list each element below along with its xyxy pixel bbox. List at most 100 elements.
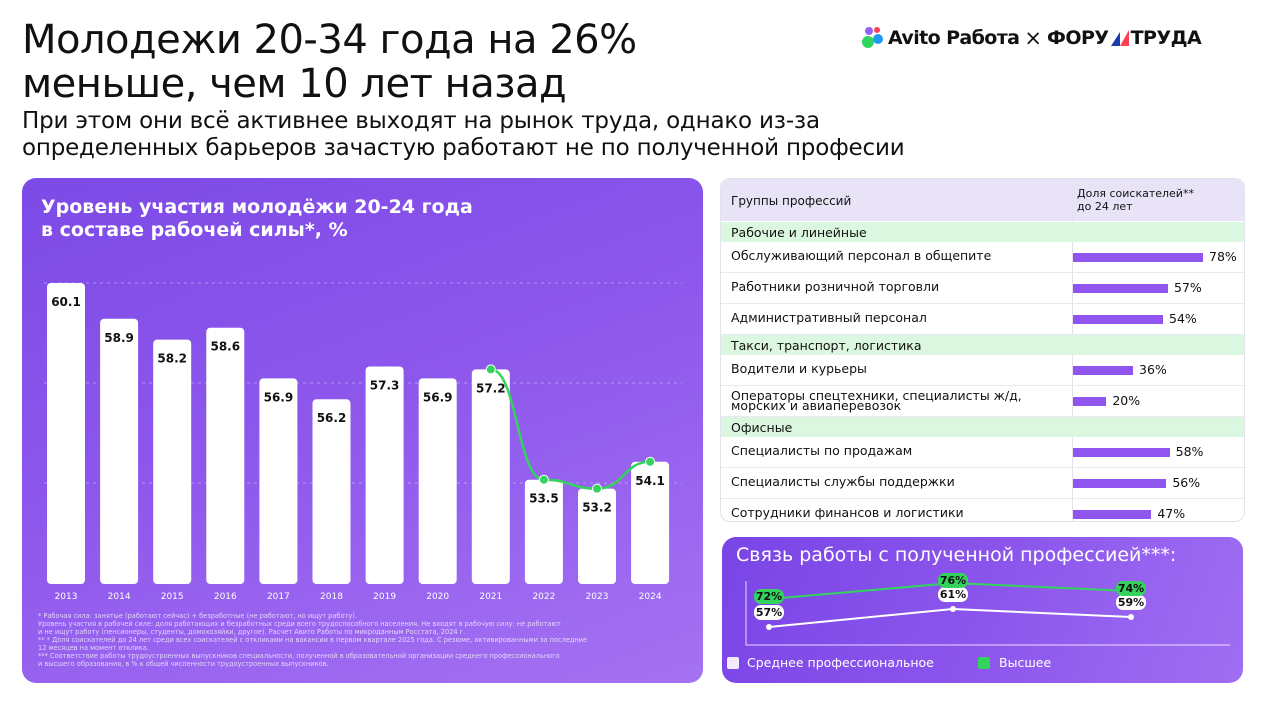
table-row-label: Специалисты по продажам: [731, 443, 913, 458]
professions-table: Группы профессий Доля соискателей** до 2…: [720, 178, 1245, 522]
table-row: Операторы спецтехники, специалисты ж/д, м…: [721, 386, 1244, 417]
bar-value-label: 60.1: [51, 295, 81, 309]
table-group-label: Такси, транспорт, логистика: [731, 338, 922, 353]
profession-match-panel: Связь работы с полученной профессией***:…: [722, 537, 1243, 683]
table-row-label-line: Специалисты по продажам: [731, 443, 913, 458]
table-row-value: 36%: [1139, 362, 1167, 377]
footnote-line: * Рабочая сила: занятые (работают сейчас…: [38, 612, 357, 620]
chart-title-line: Уровень участия молодёжи 20-24 года: [41, 196, 473, 218]
page-subtitle-line: При этом они всё активнее выходят на рын…: [22, 108, 820, 134]
footnote-line: ** * Доля соискателей до 24 лет среди вс…: [38, 636, 588, 644]
column-header-share-line: Доля соискателей**: [1077, 187, 1194, 200]
table-row-label: Водители и курьеры: [731, 361, 867, 376]
page-title-line: меньше, чем 10 лет назад: [22, 61, 567, 107]
footnote-line: 12 месяцев на момент отклика.: [38, 644, 149, 652]
table-group-row: Рабочие и линейные: [721, 222, 1244, 242]
table-row-value: 54%: [1169, 311, 1197, 326]
series-value-label: 74%: [1118, 582, 1144, 595]
profession-match-line-chart: 57% 61% 59% 72% 76% 74%: [745, 573, 1230, 646]
table-row-label-line: Специалисты службы поддержки: [731, 474, 955, 489]
series-value-label: 72%: [756, 590, 782, 603]
table-row: Сотрудники финансов и логистики 47%: [721, 499, 1244, 521]
legend-swatch-higher: [978, 657, 990, 669]
column-header-groups: Группы профессий: [731, 194, 852, 208]
bar-value-label: 58.9: [104, 331, 134, 345]
page-title-line: Молодежи 20-34 года на 26%: [22, 17, 637, 63]
bar-value-label: 54.1: [635, 474, 665, 488]
table-group-row: Офисные: [721, 417, 1244, 437]
table-row-value: 47%: [1157, 506, 1186, 521]
x-tick-label: 2016: [214, 592, 237, 602]
x-tick-label: 2018: [320, 592, 343, 602]
table-row-label-line: Сотрудники финансов и логистики: [731, 505, 964, 520]
series-label-badge: [938, 573, 968, 588]
table-row-label-line: Обслуживающий персонал в общепите: [731, 248, 992, 263]
table-row-label: Обслуживающий персонал в общепите: [731, 248, 992, 263]
chart-title-line: в составе рабочей силы*, %: [41, 219, 348, 241]
series-value-label: 76%: [940, 574, 966, 587]
bar-value-label: 58.2: [157, 352, 187, 366]
x-tick-label: 2019: [373, 592, 396, 602]
footnotes: * Рабочая сила: занятые (работают сейчас…: [38, 612, 688, 668]
table-row: Работники розничной торговли 57%: [721, 273, 1244, 304]
bar-2024: [631, 461, 670, 584]
table-row-label: Работники розничной торговли: [731, 279, 940, 294]
table-group-row: Такси, транспорт, логистика: [721, 335, 1244, 355]
series-label-badge: [754, 605, 784, 620]
bar-value-label: 58.6: [210, 340, 240, 354]
series-label-badge: [938, 587, 968, 602]
avito-dots-icon: [862, 27, 884, 49]
bar-value-label: 53.2: [582, 501, 612, 515]
table-header: Группы профессий Доля соискателей** до 2…: [721, 179, 1244, 221]
forum-flag-icon: [1110, 30, 1129, 46]
series-label-badge: [1116, 581, 1146, 596]
table-row: Административный персонал 54%: [721, 304, 1244, 335]
x-tick-label: 2024: [639, 592, 662, 602]
x-tick-label: 2020: [426, 592, 449, 602]
bar-value-label: 56.9: [423, 390, 453, 404]
trend-point: [645, 456, 656, 467]
series-point: [1128, 614, 1134, 620]
footnote-line: *** Соответствие работы трудоустроенных …: [38, 652, 560, 660]
table-row-label: Специалисты службы поддержки: [731, 474, 955, 489]
table-row-label-line: Водители и курьеры: [731, 361, 867, 376]
partner-name-part-2: ТРУДА: [1130, 27, 1202, 49]
footnote-line: и не ищут работу (пенсионеры, студенты, …: [38, 628, 466, 636]
bar-value-label: 57.2: [476, 381, 506, 395]
brand-name: Avito Работа: [888, 27, 1020, 49]
x-tick-label: 2017: [267, 592, 290, 602]
line-chart-title: Связь работы с полученной профессией***:: [736, 544, 1177, 566]
table-row-label-line: Операторы спецтехники, специалисты ж/д,: [731, 388, 1022, 403]
legend-label-higher: Высшее: [999, 655, 1052, 670]
bar-2021: [471, 369, 510, 584]
series-label-badge: [754, 589, 784, 604]
participation-bar-chart: 60.1 2013 58.9 2014 58.2 2015 58.6 2016 56.9 2017…: [44, 282, 682, 602]
footnote-line: и высшего образования, в % к общей числе…: [38, 660, 329, 668]
bar-2023: [578, 488, 616, 584]
table-group-label: Рабочие и линейные: [731, 225, 867, 240]
table-group-label: Офисные: [731, 420, 793, 435]
trend-point: [592, 483, 602, 494]
bar-value-label: 56.2: [317, 411, 347, 425]
x-tick-label: 2013: [55, 592, 78, 602]
chart-title: Уровень участия молодёжи 20-24 года в со…: [41, 196, 473, 242]
table-row-bar: [1073, 284, 1168, 293]
table-row-label-line: морских и авиаперевозок: [731, 398, 902, 413]
x-tick-label: 2023: [586, 592, 609, 602]
table-row-bar: [1073, 315, 1163, 324]
bar-2022: [524, 479, 563, 584]
series-point: [766, 624, 772, 630]
legend-label-secondary: Среднее профессиональное: [747, 655, 934, 670]
bar-2013: [47, 283, 85, 584]
brand-separator: ×: [1024, 26, 1042, 50]
bar-2016: [206, 327, 245, 584]
table-row: Специалисты по продажам 58%: [721, 437, 1244, 468]
table-row-label: Операторы спецтехники, специалисты ж/д, м…: [731, 388, 1022, 413]
line-chart-axes: [745, 581, 1230, 646]
table-row-label-line: Работники розничной торговли: [731, 279, 940, 294]
bar-value-label: 56.9: [264, 390, 294, 404]
trend-line: [490, 368, 651, 490]
trend-point: [485, 364, 496, 375]
column-header-share: Доля соискателей** до 24 лет: [1077, 187, 1194, 213]
bar-value-label: 57.3: [370, 378, 400, 392]
